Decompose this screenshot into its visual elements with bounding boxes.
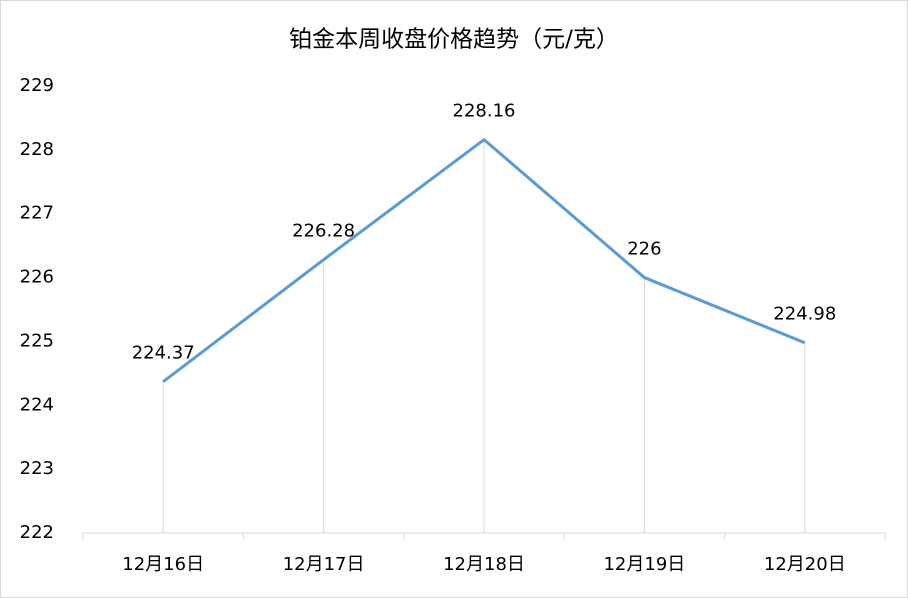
chart-title: 铂金本周收盘价格趋势（元/克）	[289, 27, 619, 53]
data-label: 226	[627, 239, 661, 260]
x-tick-label: 12月20日	[764, 554, 846, 575]
y-tick-label: 227	[20, 203, 54, 224]
y-tick-label: 225	[20, 330, 54, 351]
series-line	[162, 138, 806, 383]
x-tick-label: 12月18日	[443, 554, 525, 575]
data-label: 224.98	[773, 304, 836, 325]
y-tick-label: 228	[20, 139, 54, 160]
y-tick-label: 223	[20, 458, 54, 479]
y-tick-label: 229	[20, 75, 54, 96]
y-tick-label: 226	[20, 267, 54, 288]
data-label: 228.16	[453, 101, 516, 122]
y-tick-label: 224	[20, 394, 54, 415]
x-tick-label: 12月19日	[603, 554, 685, 575]
x-tick-label: 12月16日	[122, 554, 204, 575]
x-tick-label: 12月17日	[283, 554, 365, 575]
data-label: 226.28	[292, 221, 355, 242]
data-label: 224.37	[132, 343, 195, 364]
y-tick-label: 222	[20, 522, 54, 543]
